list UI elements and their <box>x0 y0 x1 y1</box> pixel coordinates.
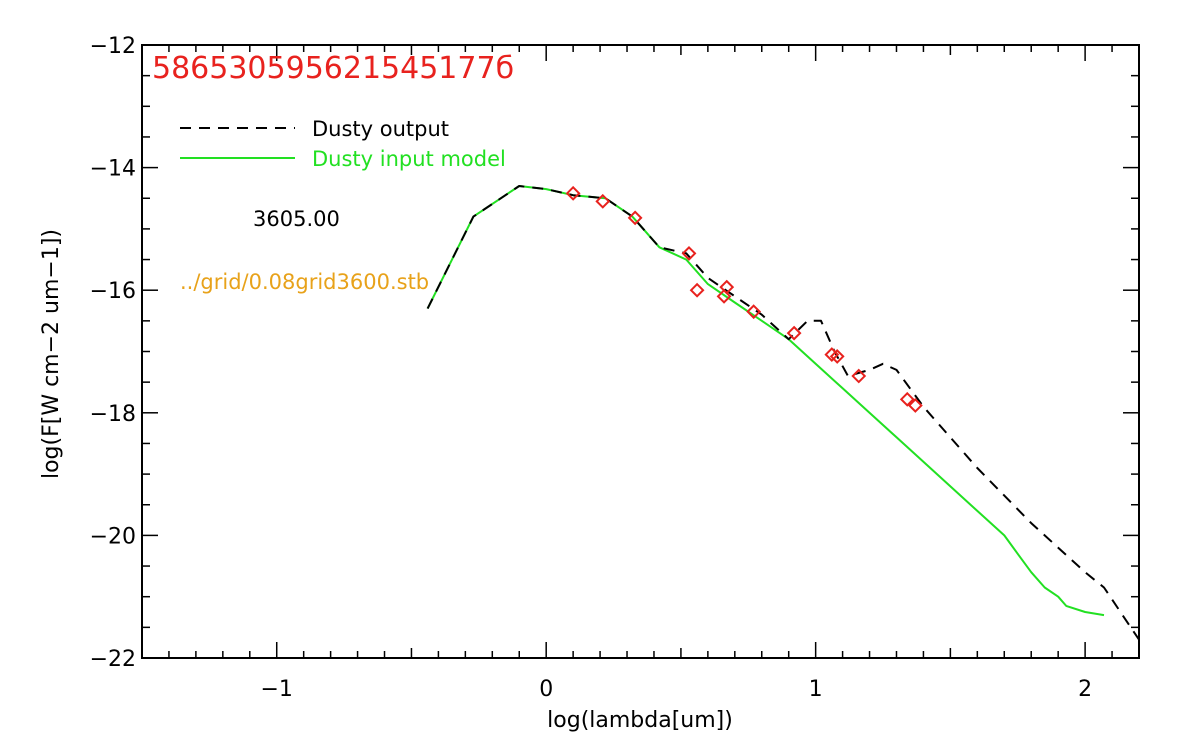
observed-point <box>851 368 867 384</box>
y-tick-label: −22 <box>90 647 136 672</box>
x-tick-label: 0 <box>539 677 553 702</box>
x-tick-label: 2 <box>1078 677 1092 702</box>
x-tick-label: 1 <box>809 677 823 702</box>
x-tick-label: −1 <box>261 677 293 702</box>
legend-label-input: Dusty input model <box>312 147 506 171</box>
observed-point <box>689 282 705 298</box>
observed-point <box>907 398 923 413</box>
y-tick-label: −20 <box>90 524 136 549</box>
plot-frame <box>141 44 1140 659</box>
observed-point <box>595 193 611 209</box>
observed-point <box>716 288 732 304</box>
observed-point <box>627 210 643 226</box>
y-tick-label: −16 <box>90 279 136 304</box>
legend-label-output: Dusty output <box>312 117 449 141</box>
x-axis-label: log(lambda[um]) <box>547 708 733 733</box>
observed-point <box>829 348 845 364</box>
y-axis-label: log(F[W cm−2 um−1]) <box>39 229 64 479</box>
observed-point <box>565 185 581 201</box>
observed-point <box>786 325 802 341</box>
chart-title: 586530595621545177б <box>152 51 514 86</box>
observed-point <box>681 246 697 261</box>
temperature-label: 3605.00 <box>253 207 340 231</box>
y-tick-label: −14 <box>90 157 136 182</box>
grid-file-label: ../grid/0.08grid3600.stb <box>180 270 429 294</box>
series-dusty-input-model <box>426 185 1105 617</box>
y-tick-label: −12 <box>90 34 136 59</box>
series-dusty-output <box>426 185 1140 641</box>
y-tick-label: −18 <box>90 402 136 427</box>
observed-point <box>899 391 915 407</box>
observed-point <box>746 304 762 320</box>
observed-point <box>719 279 735 295</box>
